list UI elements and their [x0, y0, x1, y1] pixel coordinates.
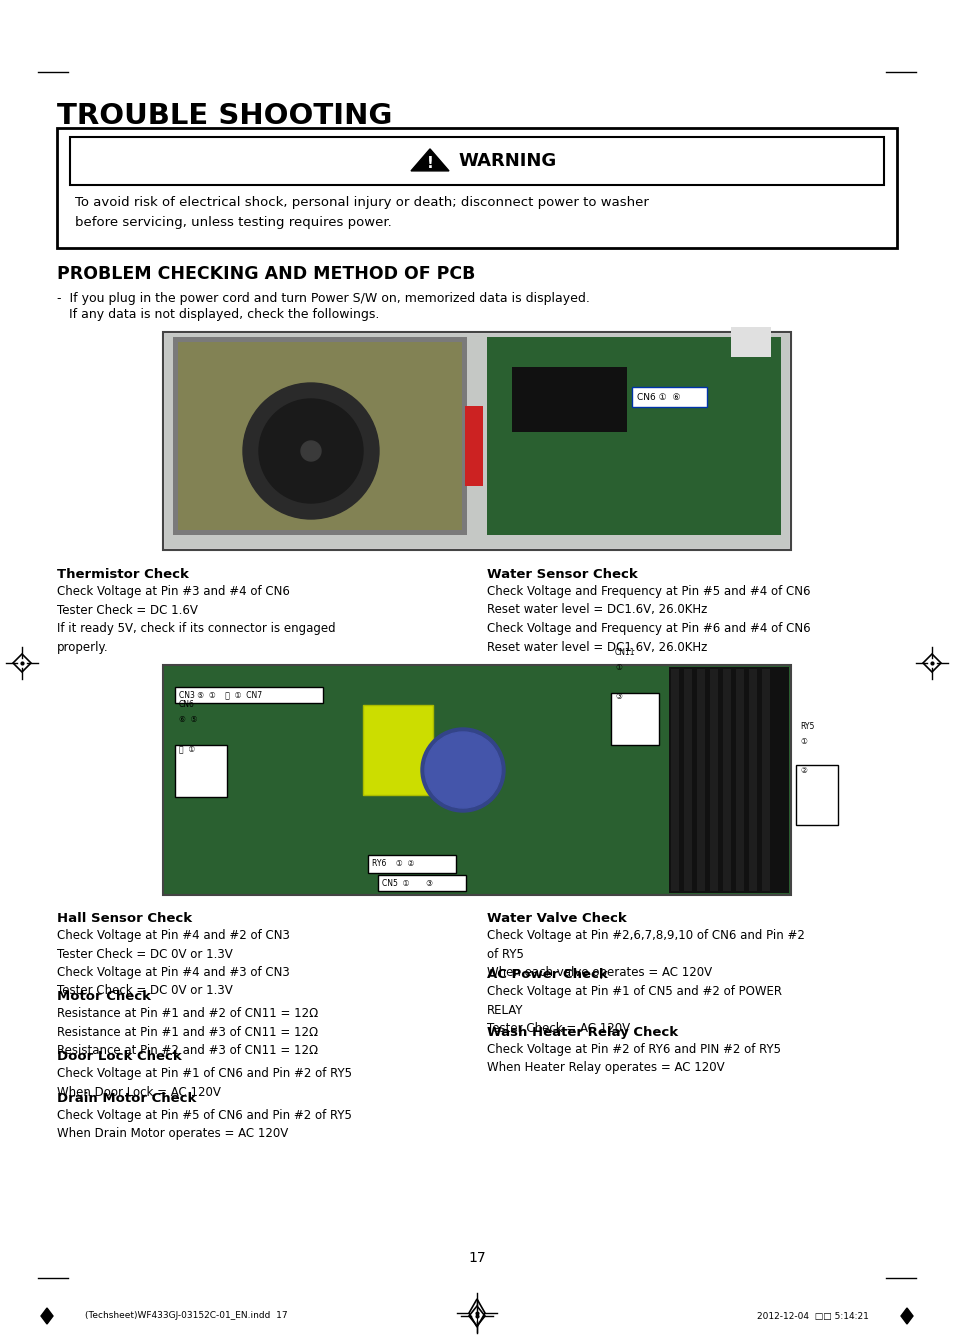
Bar [722, 669, 730, 890]
Bar [368, 856, 456, 873]
Bar [670, 669, 679, 890]
Circle shape [301, 441, 320, 461]
Text: 17: 17 [468, 1251, 485, 1265]
Bar [165, 666, 668, 893]
Bar [165, 334, 788, 548]
Polygon shape [41, 1307, 53, 1324]
Text: Check Voltage at Pin #4 and #2 of CN3
Tester Check = DC 0V or 1.3V
Check Voltage: Check Voltage at Pin #4 and #2 of CN3 Te… [57, 929, 290, 998]
Text: Thermistor Check: Thermistor Check [57, 569, 189, 581]
Text: Hall Sensor Check: Hall Sensor Check [57, 912, 192, 925]
Bar [464, 406, 482, 485]
Circle shape [243, 384, 378, 519]
Bar [174, 746, 227, 797]
Text: CN5  ①       ③: CN5 ① ③ [381, 878, 433, 888]
Text: 2012-12-04  □□ 5:14:21: 2012-12-04 □□ 5:14:21 [757, 1311, 868, 1321]
Text: RY6    ①  ②: RY6 ① ② [372, 860, 414, 869]
Text: RY5
①

②: RY5 ① ② [800, 723, 814, 775]
Bar [795, 764, 837, 825]
Text: Check Voltage at Pin #5 of CN6 and Pin #2 of RY5
When Drain Motor operates = AC : Check Voltage at Pin #5 of CN6 and Pin #… [57, 1109, 352, 1140]
Circle shape [258, 400, 363, 503]
Text: CN11
①

③: CN11 ① ③ [615, 648, 635, 701]
Text: before servicing, unless testing requires power.: before servicing, unless testing require… [75, 216, 392, 229]
Bar [610, 693, 659, 746]
Bar [709, 669, 718, 890]
Polygon shape [411, 149, 449, 170]
Text: Door Lock Check: Door Lock Check [57, 1050, 182, 1063]
Text: Wash Heater Relay Check: Wash Heater Relay Check [486, 1026, 678, 1039]
Text: Check Voltage at Pin #2,6,7,8,9,10 of CN6 and Pin #2
of RY5
When each valve oper: Check Voltage at Pin #2,6,7,8,9,10 of CN… [486, 929, 804, 979]
Text: Check Voltage at Pin #3 and #4 of CN6
Tester Check = DC 1.6V
If it ready 5V, che: Check Voltage at Pin #3 and #4 of CN6 Te… [57, 585, 335, 653]
Text: Water Sensor Check: Water Sensor Check [486, 569, 638, 581]
Bar [363, 705, 433, 795]
Text: Check Voltage at Pin #2 of RY6 and PIN #2 of RY5
When Heater Relay operates = AC: Check Voltage at Pin #2 of RY6 and PIN #… [486, 1043, 781, 1074]
Bar [735, 669, 743, 890]
Text: Water Valve Check: Water Valve Check [486, 912, 626, 925]
Bar [668, 666, 788, 893]
Bar [730, 327, 770, 357]
Bar [70, 137, 883, 185]
Text: !: ! [426, 156, 433, 170]
Text: PROBLEM CHECKING AND METHOD OF PCB: PROBLEM CHECKING AND METHOD OF PCB [57, 266, 475, 283]
Text: TROUBLE SHOOTING: TROUBLE SHOOTING [57, 102, 392, 130]
Bar [377, 874, 465, 890]
Text: Check Voltage and Frequency at Pin #5 and #4 of CN6
Reset water level = DC1.6V, : Check Voltage and Frequency at Pin #5 an… [486, 585, 810, 653]
Text: CN6
⑥  ⑤

⓿  ①: CN6 ⑥ ⑤ ⓿ ① [179, 700, 197, 754]
Bar [631, 388, 706, 408]
Text: Drain Motor Check: Drain Motor Check [57, 1092, 196, 1105]
Text: -  If you plug in the power cord and turn Power S/W on, memorized data is displa: - If you plug in the power cord and turn… [57, 292, 589, 304]
Text: Motor Check: Motor Check [57, 990, 151, 1003]
Text: WARNING: WARNING [457, 152, 556, 170]
Bar [57, 127, 896, 248]
Bar [172, 337, 467, 535]
Bar [761, 669, 769, 890]
Bar [512, 367, 626, 432]
Text: (Techsheet)WF433GJ-03152C-01_EN.indd  17: (Techsheet)WF433GJ-03152C-01_EN.indd 17 [85, 1311, 287, 1321]
Bar [486, 337, 781, 535]
Bar [683, 669, 691, 890]
Text: If any data is not displayed, check the followings.: If any data is not displayed, check the … [57, 308, 379, 320]
Bar [163, 665, 790, 894]
Text: CN6 ①  ⑥: CN6 ① ⑥ [637, 393, 679, 401]
Bar [163, 333, 790, 550]
Text: Check Voltage at Pin #1 of CN6 and Pin #2 of RY5
When Door Lock = AC 120V: Check Voltage at Pin #1 of CN6 and Pin #… [57, 1067, 352, 1098]
Bar [178, 342, 461, 530]
Bar [174, 687, 323, 703]
Text: To avoid risk of electrical shock, personal injury or death; disconnect power to: To avoid risk of electrical shock, perso… [75, 196, 648, 209]
Bar [697, 669, 704, 890]
Circle shape [420, 728, 504, 813]
Bar [748, 669, 757, 890]
Text: AC Power Check: AC Power Check [486, 968, 607, 982]
Text: Check Voltage at Pin #1 of CN5 and #2 of POWER
RELAY
Tester Check = AC 120V: Check Voltage at Pin #1 of CN5 and #2 of… [486, 986, 781, 1035]
Circle shape [424, 732, 500, 809]
Polygon shape [900, 1307, 912, 1324]
Text: CN3 ⑤  ①    ⓿  ①  CN7: CN3 ⑤ ① ⓿ ① CN7 [179, 691, 262, 700]
Text: Resistance at Pin #1 and #2 of CN11 = 12Ω
Resistance at Pin #1 and #3 of CN11 = : Resistance at Pin #1 and #2 of CN11 = 12… [57, 1007, 318, 1057]
